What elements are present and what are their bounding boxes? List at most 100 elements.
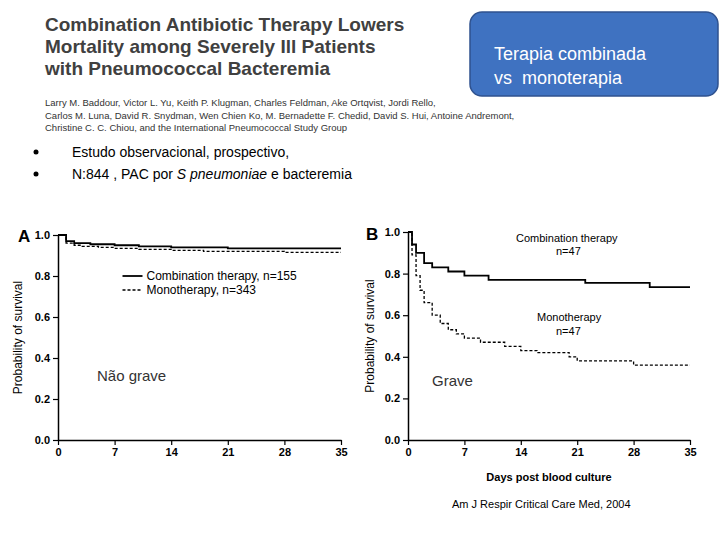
y-tick: 0.2 xyxy=(35,393,58,405)
title: Mortality among Severely Ill Patients xyxy=(45,36,376,57)
legend-swatch xyxy=(123,289,143,290)
y-tick: 0.6 xyxy=(35,311,58,323)
x-tick-label: 0 xyxy=(55,446,61,458)
x-tick-label: 28 xyxy=(628,446,640,458)
x-tick: 28 xyxy=(628,440,640,458)
legend-swatch xyxy=(123,275,143,277)
bullet-segment: Estudo observacional, prospectivo, xyxy=(72,144,289,160)
background xyxy=(0,0,720,540)
x-tick-mark xyxy=(577,440,578,445)
y-axis-title: Probability of survival xyxy=(11,281,25,394)
x-axis-line xyxy=(409,440,691,442)
survival-curve xyxy=(408,232,690,365)
legend-label: Combination therapy, n=155 xyxy=(147,269,298,283)
plot-area xyxy=(408,232,690,365)
y-axis-title: Probability of survival xyxy=(363,279,377,392)
survival-curve xyxy=(58,235,341,252)
series-label: Combination therapy xyxy=(516,232,618,244)
y-axis-line xyxy=(408,233,410,441)
y-tick-label: 0.2 xyxy=(385,392,400,404)
n-label: n=47 xyxy=(556,325,581,337)
source: Am J Respir Critical Care Med, 2004 xyxy=(452,498,631,510)
x-tick-mark xyxy=(464,440,465,445)
x-tick: 21 xyxy=(572,440,584,458)
bullet-text: Estudo observacional, prospectivo, xyxy=(72,144,289,160)
x-tick-mark xyxy=(633,440,634,445)
survival-curve xyxy=(58,235,341,248)
chart: 07142128350.00.20.40.60.81.0Probability … xyxy=(363,225,697,483)
authors: Carlos M. Luna, David R. Snydman, Wen Ch… xyxy=(45,110,514,121)
y-axis: 0.0 0.2 0.4 0.6 0.8 1.0 xyxy=(35,229,59,446)
x-tick-label: 21 xyxy=(572,446,584,458)
y-tick-mark xyxy=(403,274,408,275)
y-tick: 0.0 xyxy=(35,434,58,446)
y-tick: 1.0 xyxy=(35,229,58,241)
y-tick-label: 0.4 xyxy=(385,351,401,363)
y-tick-mark xyxy=(403,440,408,441)
panel-label: A xyxy=(18,227,30,246)
x-tick-label: 28 xyxy=(279,446,291,458)
bullet xyxy=(34,150,39,155)
x-tick: 28 xyxy=(279,440,291,458)
y-tick-label: 0.8 xyxy=(35,270,50,282)
y-tick: 0.8 xyxy=(35,270,58,282)
y-tick: 0.8 xyxy=(385,268,408,280)
y-tick: 1.0 xyxy=(385,226,408,238)
bullet-segment: N:844 , PAC por xyxy=(72,166,177,182)
y-tick-mark xyxy=(53,440,58,441)
y-tick-mark xyxy=(53,399,58,400)
bullet-text: N:844 , PAC por S pneumoniae e bacteremi… xyxy=(72,166,352,182)
x-tick-label: 7 xyxy=(462,446,468,458)
x-tick: 7 xyxy=(112,440,118,458)
y-tick-label: 0.2 xyxy=(35,393,50,405)
plot-area xyxy=(58,235,341,252)
x-tick: 35 xyxy=(684,440,696,458)
x-tick-mark xyxy=(114,440,115,445)
y-tick-mark xyxy=(53,317,58,318)
series-label: Monotherapy xyxy=(537,311,602,323)
x-tick: 0 xyxy=(405,440,411,458)
bullet-segment: S pneumoniae xyxy=(177,166,268,182)
x-axis-line xyxy=(59,440,342,442)
x-tick-mark xyxy=(228,440,229,445)
y-tick-label: 0.6 xyxy=(35,311,50,323)
y-tick: 0.4 xyxy=(35,352,58,364)
y-tick-label: 0.0 xyxy=(35,434,50,446)
y-tick-mark xyxy=(403,315,408,316)
y-tick: 0.2 xyxy=(385,392,408,404)
x-axis: 0 7 14 21 28 35 xyxy=(55,440,347,458)
slide: Combination Antibiotic Therapy LowersMor… xyxy=(0,0,720,540)
panel-label: B xyxy=(366,225,378,244)
legend-label: Monotherapy, n=343 xyxy=(147,283,257,297)
y-tick-label: 1.0 xyxy=(35,229,50,241)
chart: 0 7 14 21 28 35 0.0 0.2 0.4 0.6 0.8 1.0 Probability … xyxy=(11,227,348,458)
y-tick: 0.0 xyxy=(385,434,408,446)
title: with Pneumococcal Bacteremia xyxy=(44,58,331,79)
bullet xyxy=(34,172,39,177)
severity-label: Grave xyxy=(432,372,473,389)
x-tick-label: 7 xyxy=(112,446,118,458)
x-tick-label: 14 xyxy=(166,446,179,458)
x-tick-mark xyxy=(284,440,285,445)
y-axis: 0.00.20.40.60.81.0 xyxy=(385,226,409,446)
x-tick: 14 xyxy=(166,440,179,458)
y-tick-label: 1.0 xyxy=(385,226,400,238)
n-label: n=47 xyxy=(556,245,581,257)
x-tick: 35 xyxy=(335,440,347,458)
y-tick-mark xyxy=(403,357,408,358)
y-tick-mark xyxy=(403,232,408,233)
x-tick-label: 35 xyxy=(335,446,347,458)
y-tick-label: 0.4 xyxy=(35,352,51,364)
authors: Christine C. C. Chiou, and the Internati… xyxy=(45,122,347,133)
x-tick-mark xyxy=(408,440,409,445)
box-text: Terapia combinada xyxy=(494,44,647,64)
x-tick: 7 xyxy=(462,440,468,458)
y-tick-mark xyxy=(53,276,58,277)
legend: Combination therapy, n=155Monotherapy, n… xyxy=(123,269,298,297)
highlight-box xyxy=(470,12,718,96)
x-tick-label: 14 xyxy=(515,446,528,458)
box-text: vs monoterapia xyxy=(494,68,623,88)
x-tick: 21 xyxy=(222,440,234,458)
y-tick-label: 0.8 xyxy=(385,268,400,280)
y-tick-mark xyxy=(403,398,408,399)
